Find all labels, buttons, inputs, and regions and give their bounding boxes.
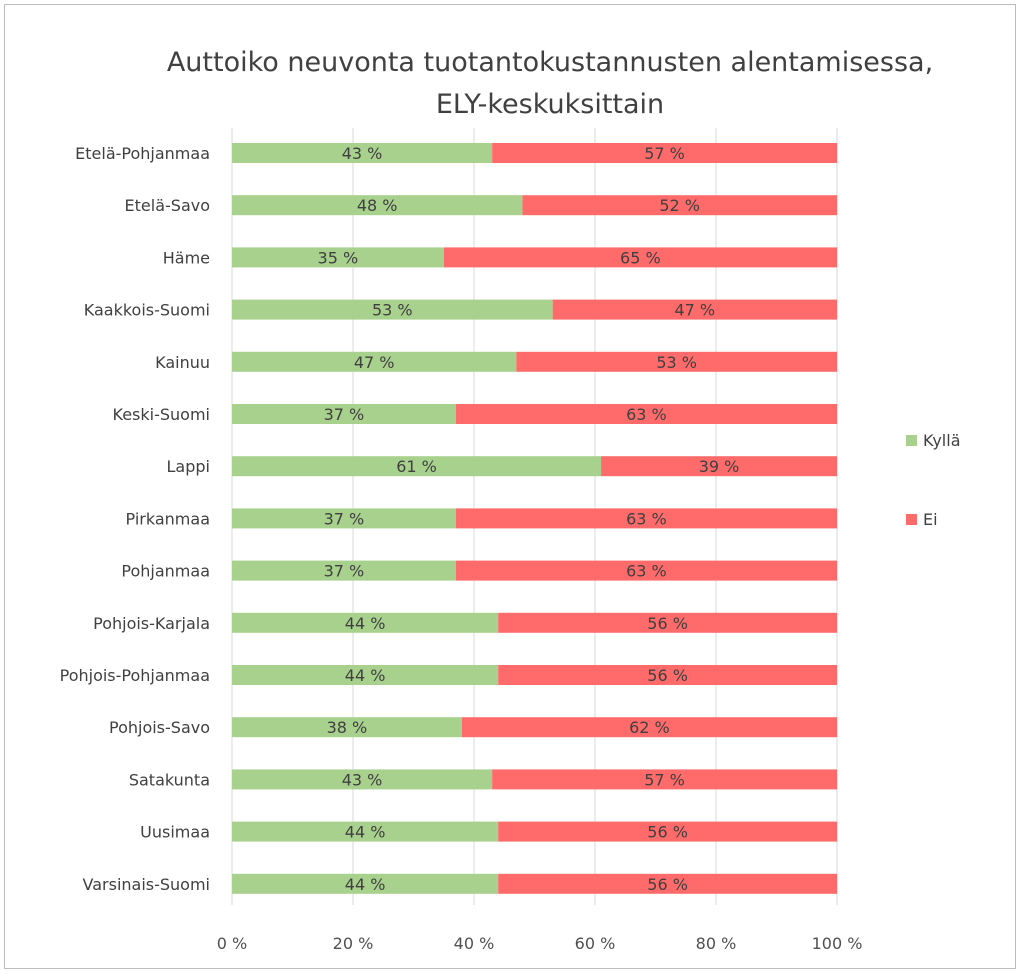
data-label-kylla-lappi: 61 % bbox=[396, 457, 437, 476]
data-label-ei-kaakkois-suomi: 47 % bbox=[674, 301, 715, 320]
data-label-kylla-keski-suomi: 37 % bbox=[324, 405, 365, 424]
category-label-satakunta: Satakunta bbox=[129, 770, 210, 789]
data-label-kylla-pohjois-pohjanmaa: 44 % bbox=[345, 666, 386, 685]
x-tick-label-20: 20 % bbox=[333, 934, 374, 953]
legend-label-kylla: Kyllä bbox=[923, 431, 961, 450]
data-label-ei-hame: 65 % bbox=[620, 248, 661, 267]
legend-swatch-kylla bbox=[906, 435, 917, 446]
x-tick-label-80: 80 % bbox=[696, 934, 737, 953]
bar-ei-lappi bbox=[601, 456, 837, 477]
data-label-ei-satakunta: 57 % bbox=[644, 770, 685, 789]
bar-ei-pohjanmaa bbox=[455, 560, 837, 581]
data-label-ei-lappi: 39 % bbox=[699, 457, 740, 476]
bar-ei-etela-savo bbox=[522, 195, 837, 216]
bar-kylla-lappi bbox=[232, 456, 602, 477]
data-label-kylla-etela-pohjanmaa: 43 % bbox=[342, 144, 383, 163]
bar-ei-pohjois-karjala bbox=[498, 612, 837, 633]
x-tick-label-0: 0 % bbox=[217, 934, 247, 953]
data-label-kylla-etela-savo: 48 % bbox=[357, 196, 398, 215]
bar-ei-pohjois-pohjanmaa bbox=[498, 665, 837, 685]
data-label-ei-pohjanmaa: 63 % bbox=[626, 562, 667, 581]
bar-kylla-uusimaa bbox=[232, 821, 499, 842]
data-label-ei-uusimaa: 56 % bbox=[647, 823, 688, 842]
category-label-varsinais-suomi: Varsinais-Suomi bbox=[83, 875, 210, 894]
bar-kylla-pohjois-pohjanmaa bbox=[232, 665, 499, 685]
category-label-kainuu: Kainuu bbox=[155, 353, 210, 372]
bar-ei-hame bbox=[443, 247, 837, 268]
data-label-ei-pohjois-savo: 62 % bbox=[629, 718, 670, 737]
data-label-ei-pirkanmaa: 63 % bbox=[626, 509, 667, 528]
bar-ei-satakunta bbox=[492, 769, 837, 790]
bar-ei-varsinais-suomi bbox=[498, 873, 837, 894]
category-label-etela-savo: Etelä-Savo bbox=[125, 196, 210, 215]
category-label-keski-suomi: Keski-Suomi bbox=[113, 405, 210, 424]
bar-kylla-keski-suomi bbox=[232, 404, 456, 424]
data-label-kylla-pohjois-karjala: 44 % bbox=[345, 614, 386, 633]
category-label-pohjois-pohjanmaa: Pohjois-Pohjanmaa bbox=[60, 666, 210, 685]
category-label-uusimaa: Uusimaa bbox=[140, 823, 210, 842]
x-tick-label-40: 40 % bbox=[454, 934, 495, 953]
category-label-kaakkois-suomi: Kaakkois-Suomi bbox=[84, 301, 210, 320]
bar-kylla-hame bbox=[232, 247, 444, 268]
bar-ei-kaakkois-suomi bbox=[552, 299, 837, 320]
data-label-ei-pohjois-karjala: 56 % bbox=[647, 614, 688, 633]
bar-ei-uusimaa bbox=[498, 821, 837, 842]
bar-kylla-etela-savo bbox=[232, 195, 523, 216]
data-label-kylla-pirkanmaa: 37 % bbox=[324, 509, 365, 528]
chart-title-line-1: Auttoiko neuvonta tuotantokustannusten a… bbox=[166, 47, 934, 78]
bar-ei-etela-pohjanmaa bbox=[492, 143, 837, 163]
bar-ei-pirkanmaa bbox=[455, 508, 837, 529]
data-label-kylla-uusimaa: 44 % bbox=[345, 823, 386, 842]
category-label-etela-pohjanmaa: Etelä-Pohjanmaa bbox=[75, 144, 210, 163]
bar-kylla-pohjanmaa bbox=[232, 560, 456, 581]
bar-kylla-etela-pohjanmaa bbox=[232, 143, 493, 163]
bar-ei-keski-suomi bbox=[455, 404, 837, 424]
bar-kylla-varsinais-suomi bbox=[232, 873, 499, 894]
x-tick-label-100: 100 % bbox=[812, 934, 863, 953]
legend-item-ei: Ei bbox=[906, 509, 938, 529]
category-label-hame: Häme bbox=[163, 248, 210, 267]
data-label-kylla-varsinais-suomi: 44 % bbox=[345, 875, 386, 894]
data-label-ei-varsinais-suomi: 56 % bbox=[647, 875, 688, 894]
bar-kylla-kainuu bbox=[232, 351, 517, 372]
x-tick-label-60: 60 % bbox=[575, 934, 616, 953]
chart-title-line-2: ELY-keskuksittain bbox=[435, 89, 665, 120]
bar-kylla-pohjois-karjala bbox=[232, 612, 499, 633]
category-label-pohjanmaa: Pohjanmaa bbox=[121, 562, 210, 581]
legend-item-kylla: Kyllä bbox=[906, 430, 961, 450]
data-label-kylla-kaakkois-suomi: 53 % bbox=[372, 301, 413, 320]
bar-ei-pohjois-savo bbox=[461, 717, 837, 738]
legend-swatch-ei bbox=[906, 514, 917, 525]
data-label-kylla-pohjanmaa: 37 % bbox=[324, 562, 365, 581]
data-label-kylla-kainuu: 47 % bbox=[354, 353, 395, 372]
bar-kylla-satakunta bbox=[232, 769, 493, 790]
legend-label-ei: Ei bbox=[923, 510, 938, 529]
bar-ei-kainuu bbox=[516, 351, 837, 372]
data-label-ei-keski-suomi: 63 % bbox=[626, 405, 667, 424]
chart-frame bbox=[4, 4, 1016, 969]
data-label-kylla-satakunta: 43 % bbox=[342, 770, 383, 789]
category-label-pohjois-karjala: Pohjois-Karjala bbox=[93, 614, 210, 633]
data-label-kylla-pohjois-savo: 38 % bbox=[327, 718, 368, 737]
data-label-ei-etela-pohjanmaa: 57 % bbox=[644, 144, 685, 163]
data-label-ei-kainuu: 53 % bbox=[656, 353, 697, 372]
category-label-lappi: Lappi bbox=[167, 457, 210, 476]
data-label-ei-pohjois-pohjanmaa: 56 % bbox=[647, 666, 688, 685]
data-label-ei-etela-savo: 52 % bbox=[659, 196, 700, 215]
bar-kylla-pohjois-savo bbox=[232, 717, 462, 738]
data-label-kylla-hame: 35 % bbox=[318, 248, 359, 267]
bar-kylla-kaakkois-suomi bbox=[232, 299, 553, 320]
category-label-pirkanmaa: Pirkanmaa bbox=[126, 509, 210, 528]
category-label-pohjois-savo: Pohjois-Savo bbox=[109, 718, 210, 737]
bar-kylla-pirkanmaa bbox=[232, 508, 456, 529]
